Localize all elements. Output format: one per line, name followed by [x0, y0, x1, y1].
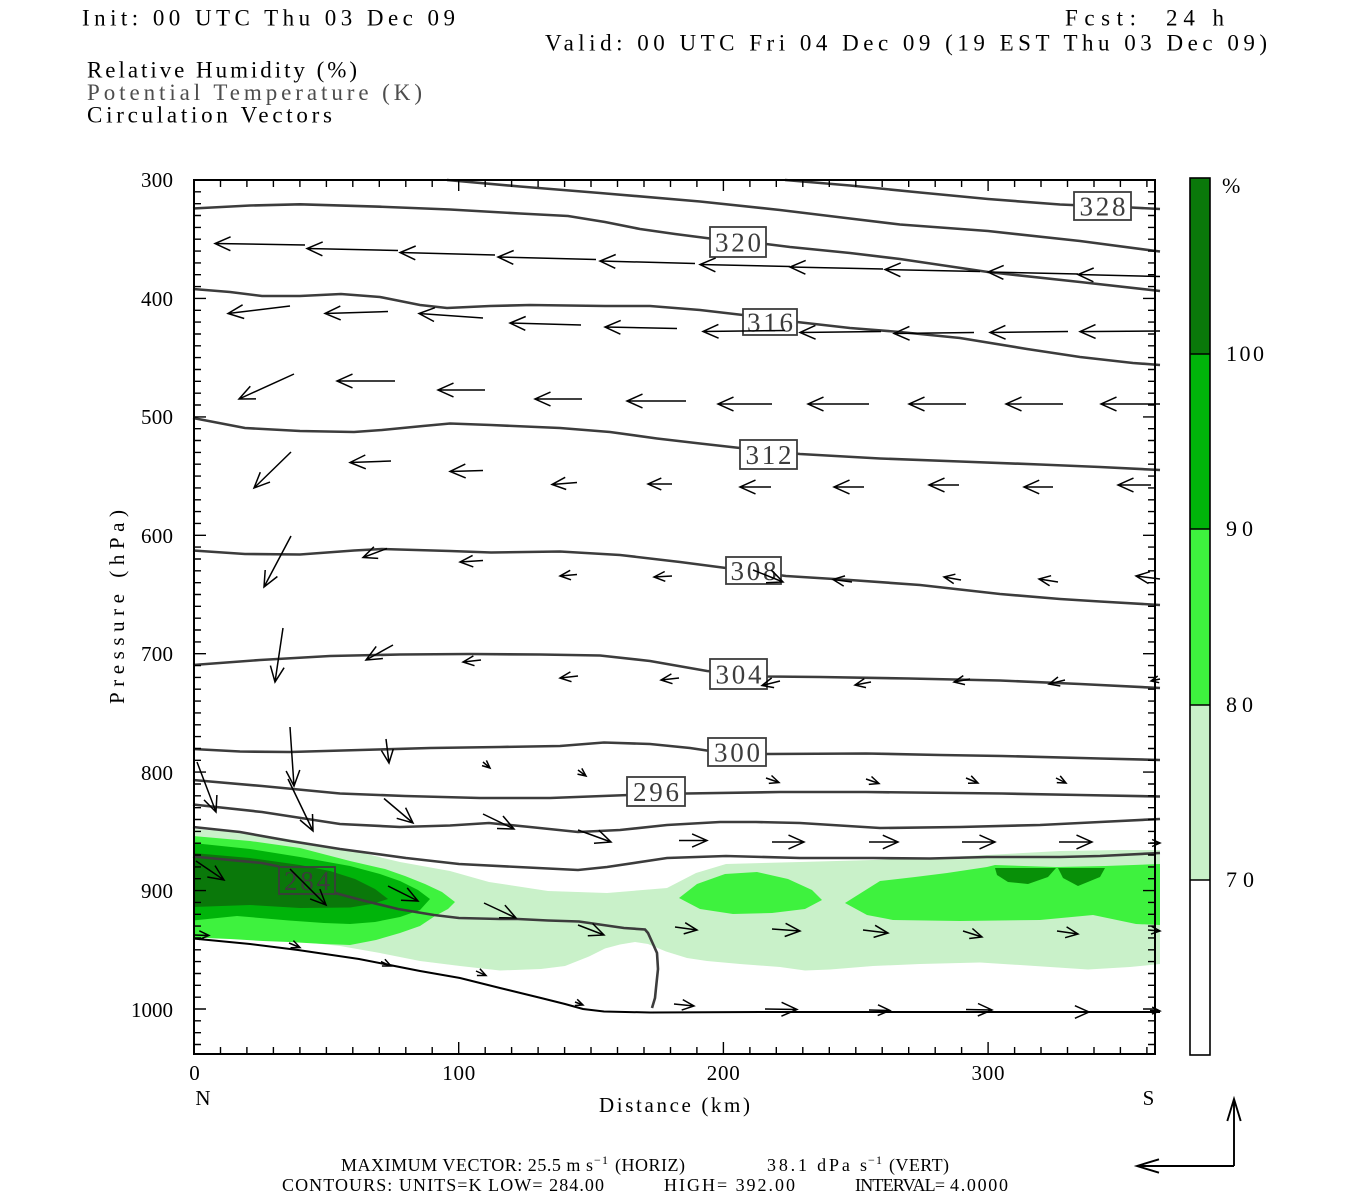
svg-text:900: 900 [141, 879, 173, 903]
svg-text:800: 800 [141, 761, 173, 785]
svg-text:Valid: 00 UTC Fri 04 Dec 09 (1: Valid: 00 UTC Fri 04 Dec 09 (19 EST Thu … [545, 31, 1267, 56]
svg-text:Potential Temperature (K): Potential Temperature (K) [87, 80, 422, 105]
svg-text:INTERVAL=: INTERVAL= [855, 1175, 945, 1195]
svg-text:300: 300 [972, 1061, 1005, 1085]
svg-text:296: 296 [633, 777, 679, 807]
svg-text:%: % [1222, 173, 1240, 198]
svg-text:500: 500 [141, 405, 173, 429]
svg-text:300: 300 [714, 738, 760, 768]
svg-text:200: 200 [707, 1061, 740, 1085]
svg-text:320: 320 [715, 228, 761, 258]
svg-text:600: 600 [141, 524, 173, 548]
svg-text:312: 312 [746, 440, 792, 470]
svg-text:CONTOURS: UNITS=K LOW= 284.: CONTOURS: UNITS=K LOW= 284.00 [282, 1175, 604, 1195]
svg-text:700: 700 [141, 642, 173, 666]
svg-text:4.0000: 4.0000 [950, 1175, 1008, 1195]
svg-text:Relative Humidity (%): Relative Humidity (%) [87, 58, 357, 83]
svg-text:328: 328 [1080, 192, 1126, 222]
svg-text:Distance (km): Distance (km) [599, 1093, 750, 1117]
svg-text:316: 316 [747, 308, 793, 338]
svg-text:1000: 1000 [131, 998, 173, 1022]
svg-text:(HORIZ): (HORIZ) [615, 1155, 685, 1176]
svg-text:N: N [195, 1086, 210, 1110]
svg-text:MAXIMUM VECTOR: 25.5 m s: MAXIMUM VECTOR: 25.5 m s [341, 1155, 593, 1175]
svg-text:S: S [1143, 1086, 1155, 1110]
svg-text:400: 400 [141, 287, 173, 311]
svg-text:HIGH= 392.00: HIGH= 392.00 [664, 1175, 795, 1195]
svg-text:100: 100 [442, 1061, 475, 1085]
svg-text:Init: 00 UTC Thu 03 Dec 09: Init: 00 UTC Thu 03 Dec 09 [82, 6, 455, 31]
svg-text:0: 0 [189, 1061, 200, 1085]
svg-text:300: 300 [141, 168, 173, 192]
svg-text:304: 304 [716, 660, 763, 690]
svg-text:(VERT): (VERT) [889, 1155, 949, 1176]
svg-text:Circulation Vectors: Circulation Vectors [87, 103, 332, 128]
svg-text:100: 100 [1226, 341, 1264, 366]
svg-text:38.1 dPa s: 38.1 dPa s [767, 1155, 867, 1175]
